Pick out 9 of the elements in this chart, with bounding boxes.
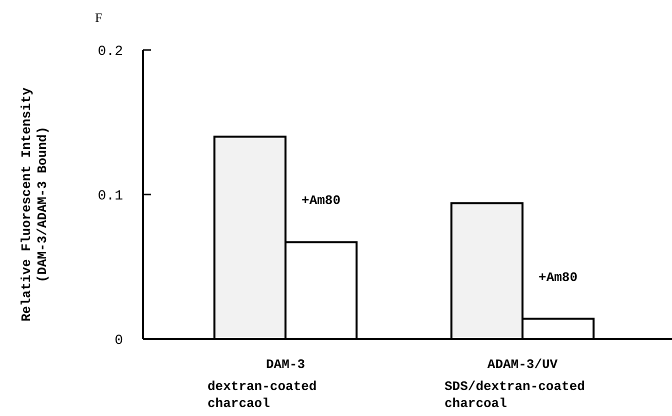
text: +Am80 (538, 270, 578, 285)
text: F (95, 10, 102, 25)
y-tick-label: 0.1 (98, 188, 123, 204)
y-tick-label: 0.2 (98, 44, 123, 60)
y-tick-label: 0 (114, 333, 123, 349)
x-tick-label: ADAM-3/UV SDS/dextran-coated charcoal (444, 357, 585, 411)
text: +Am80 (302, 193, 341, 208)
x-tick-label: DAM-3 dextran-coated charcaol (208, 357, 317, 411)
y-axis-title: Relative Fluorescent Intensity (DAM-3/ADAM-3 Bound) (19, 87, 50, 322)
